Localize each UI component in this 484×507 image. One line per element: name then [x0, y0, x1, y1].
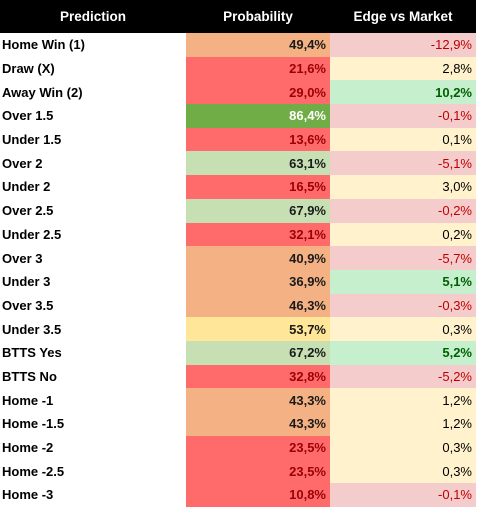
probability-cell: 46,3% — [186, 293, 330, 318]
edge-cell: 5,2% — [330, 340, 476, 365]
prediction-cell: BTTS No — [2, 368, 57, 384]
table-row: Home -1 43,3% 1,2% — [0, 388, 476, 412]
table-row: Away Win (2) 29,0% 10,2% — [0, 80, 476, 105]
edge-cell: 10,2% — [330, 80, 476, 105]
table-row: Under 3.5 53,7% 0,3% — [0, 317, 476, 341]
edge-cell: -0,3% — [330, 293, 476, 318]
probability-cell: 43,3% — [186, 412, 330, 436]
probability-cell: 23,5% — [186, 459, 330, 484]
prediction-cell: Under 2 — [2, 179, 51, 195]
table-row: Under 3 36,9% 5,1% — [0, 269, 476, 294]
edge-cell: 0,1% — [330, 127, 476, 152]
probability-cell: 29,0% — [186, 80, 330, 105]
prediction-cell: Home -2 — [2, 440, 54, 456]
prediction-cell: Over 3.5 — [2, 297, 54, 313]
edge-cell: 0,2% — [330, 222, 476, 247]
edge-cell: 0,3% — [330, 317, 476, 341]
edge-cell: -0,1% — [330, 104, 476, 128]
table-body: Home Win (1) 49,4% -12,9% Draw (X) 21,6% 2,8%… — [0, 33, 476, 507]
table-row: BTTS Yes 67,2% 5,2% — [0, 340, 476, 365]
edge-cell: 0,3% — [330, 459, 476, 484]
table-row: Home -1.5 43,3% 1,2% — [0, 412, 476, 436]
probability-cell: 23,5% — [186, 435, 330, 460]
prediction-cell: Under 1.5 — [2, 132, 62, 148]
prediction-cell: Home -1.5 — [2, 416, 65, 432]
edge-cell: -12,9% — [330, 33, 476, 57]
probability-cell: 36,9% — [186, 269, 330, 294]
header-cell: Probability — [186, 0, 330, 33]
edge-cell: -5,2% — [330, 364, 476, 389]
probability-cell: 86,4% — [186, 104, 330, 128]
prediction-cell: Home -2.5 — [2, 463, 65, 479]
edge-cell: -5,7% — [330, 246, 476, 270]
table-row: Under 2.5 32,1% 0,2% — [0, 222, 476, 247]
prediction-cell: Under 3 — [2, 274, 51, 290]
probability-cell: 16,5% — [186, 175, 330, 199]
edge-cell: 3,0% — [330, 175, 476, 199]
table-row: BTTS No 32,8% -5,2% — [0, 364, 476, 389]
probability-cell: 43,3% — [186, 388, 330, 412]
edge-cell: -0,1% — [330, 483, 476, 507]
probability-cell: 53,7% — [186, 317, 330, 341]
prediction-cell: Home -3 — [2, 487, 54, 503]
prediction-cell: Over 2.5 — [2, 203, 54, 219]
header-cell: Prediction — [0, 0, 186, 33]
probability-cell: 67,2% — [186, 340, 330, 365]
probability-cell: 67,9% — [186, 198, 330, 223]
edge-cell: 1,2% — [330, 412, 476, 436]
prediction-cell: Home Win (1) — [2, 37, 85, 53]
edge-cell: 1,2% — [330, 388, 476, 412]
prediction-cell: Under 3.5 — [2, 321, 62, 337]
prediction-cell: Home -1 — [2, 392, 54, 408]
edge-cell: 2,8% — [330, 56, 476, 81]
table-row: Draw (X) 21,6% 2,8% — [0, 56, 476, 81]
header-row: Prediction Probability Edge vs Market — [0, 0, 476, 33]
prediction-cell: Over 3 — [2, 250, 43, 266]
prediction-cell: BTTS Yes — [2, 345, 62, 361]
table-row: Under 1.5 13,6% 0,1% — [0, 127, 476, 152]
table-row: Over 1.5 86,4% -0,1% — [0, 104, 476, 128]
table-row: Over 2.5 67,9% -0,2% — [0, 198, 476, 223]
table-row: Over 2 63,1% -5,1% — [0, 151, 476, 176]
prediction-cell: Over 2 — [2, 155, 43, 171]
table-row: Home -3 10,8% -0,1% — [0, 483, 476, 507]
edge-cell: 5,1% — [330, 269, 476, 294]
edge-cell: -0,2% — [330, 198, 476, 223]
prediction-cell: Away Win (2) — [2, 84, 83, 100]
probability-cell: 32,8% — [186, 364, 330, 389]
probability-cell: 49,4% — [186, 33, 330, 57]
edge-cell: -5,1% — [330, 151, 476, 176]
table-row: Home -2 23,5% 0,3% — [0, 435, 476, 460]
table-row: Home Win (1) 49,4% -12,9% — [0, 33, 476, 57]
prediction-cell: Over 1.5 — [2, 108, 54, 124]
probability-cell: 32,1% — [186, 222, 330, 247]
probability-cell: 21,6% — [186, 56, 330, 81]
table-row: Under 2 16,5% 3,0% — [0, 175, 476, 199]
table-row: Over 3.5 46,3% -0,3% — [0, 293, 476, 318]
table-row: Over 3 40,9% -5,7% — [0, 246, 476, 270]
probability-cell: 63,1% — [186, 151, 330, 176]
table-row: Home -2.5 23,5% 0,3% — [0, 459, 476, 484]
header-cell: Edge vs Market — [330, 0, 476, 33]
probability-cell: 10,8% — [186, 483, 330, 507]
prediction-cell: Under 2.5 — [2, 226, 62, 242]
prediction-cell: Draw (X) — [2, 61, 55, 77]
probability-cell: 13,6% — [186, 127, 330, 152]
edge-cell: 0,3% — [330, 435, 476, 460]
probability-cell: 40,9% — [186, 246, 330, 270]
